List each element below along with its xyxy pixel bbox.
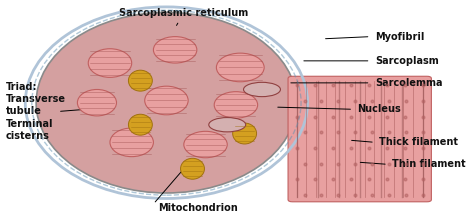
Ellipse shape [88, 49, 132, 77]
Text: Thick filament: Thick filament [379, 137, 458, 147]
Ellipse shape [128, 114, 152, 135]
Ellipse shape [145, 86, 188, 115]
Text: Myofibril: Myofibril [375, 32, 424, 42]
Ellipse shape [181, 158, 204, 179]
Ellipse shape [184, 131, 227, 158]
Ellipse shape [233, 123, 256, 144]
Ellipse shape [77, 89, 117, 116]
Ellipse shape [209, 118, 246, 132]
FancyBboxPatch shape [288, 76, 431, 202]
Ellipse shape [154, 37, 197, 63]
Ellipse shape [244, 82, 281, 97]
Ellipse shape [110, 128, 154, 157]
Text: Sarcoplasmic reticulum: Sarcoplasmic reticulum [119, 8, 248, 25]
Text: Sarcoplasm: Sarcoplasm [375, 56, 438, 66]
Text: Mitochondrion: Mitochondrion [158, 203, 237, 213]
Text: Nucleus: Nucleus [357, 104, 401, 114]
Ellipse shape [36, 12, 297, 193]
Ellipse shape [214, 92, 258, 118]
Ellipse shape [217, 53, 264, 82]
Ellipse shape [128, 70, 152, 91]
Text: Sarcolemma: Sarcolemma [375, 78, 442, 88]
Text: Thin filament: Thin filament [392, 159, 466, 169]
Text: Triad:
Transverse
tubule
Terminal
cisterns: Triad: Transverse tubule Terminal cister… [6, 82, 66, 141]
